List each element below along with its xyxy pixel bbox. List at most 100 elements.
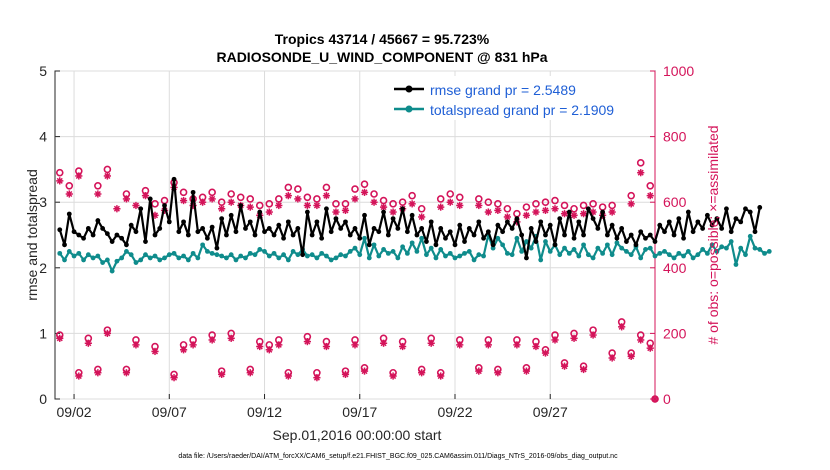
- rmse-point: [214, 245, 220, 251]
- right-axis-label: # of obs: o=possible; ×=assimilated: [705, 125, 721, 344]
- totalspread-point: [76, 250, 82, 256]
- totalspread-point: [104, 257, 110, 263]
- rmse-point: [757, 205, 763, 210]
- totalspread-point: [57, 250, 63, 256]
- rmse-point: [495, 222, 501, 228]
- totalspread-point: [504, 250, 510, 256]
- left-tick-label: 3: [39, 194, 47, 210]
- rmse-point: [462, 239, 467, 244]
- rmse-point: [281, 235, 286, 241]
- totalspread-point: [238, 253, 244, 259]
- totalspread-point: [224, 255, 229, 261]
- rmse-point: [557, 216, 563, 222]
- rmse-point: [357, 235, 363, 241]
- rmse-point: [424, 239, 429, 244]
- asterisk-stroke: [132, 341, 140, 348]
- rmse-point: [114, 232, 120, 238]
- assimilated-obs-point: [651, 395, 659, 403]
- asterisk-stroke: [180, 346, 187, 353]
- totalspread-point: [547, 249, 553, 254]
- totalspread-point: [162, 255, 167, 261]
- totalspread-point: [666, 252, 672, 258]
- possible-obs-point: [484, 198, 493, 206]
- rmse-point: [143, 239, 148, 244]
- asterisk-stroke: [637, 336, 644, 344]
- totalspread-point: [524, 239, 529, 244]
- asterisk-stroke: [228, 335, 235, 342]
- rmse-point: [585, 206, 591, 212]
- asterisk-stroke: [56, 335, 63, 342]
- possible-obs-point: [255, 201, 264, 210]
- totalspread-point: [614, 240, 620, 246]
- rmse-point: [62, 242, 67, 248]
- rmse-point: [676, 216, 682, 222]
- rmse-point: [119, 235, 125, 241]
- legend-rmse-marker: [405, 85, 413, 93]
- assimilated-obs-point: [551, 205, 559, 213]
- x-tick-label: 09/17: [342, 404, 377, 420]
- assimilated-obs-point: [484, 208, 492, 216]
- rmse-point: [285, 219, 291, 225]
- assimilated-obs-point: [303, 201, 311, 210]
- rmse-point: [609, 222, 615, 228]
- rmse-point: [300, 252, 306, 258]
- rmse-point: [681, 235, 686, 241]
- totalspread-point: [690, 255, 696, 261]
- possible-obs-point: [284, 183, 293, 192]
- totalspread-point: [585, 252, 591, 258]
- asterisk-stroke: [209, 336, 216, 344]
- assimilated-obs-point: [637, 336, 645, 344]
- asterisk-stroke: [561, 363, 568, 370]
- left-axis: 0 1 2 3 4 5: [39, 63, 60, 407]
- left-tick-label: 1: [39, 325, 47, 341]
- assimilated-obs-point: [122, 369, 131, 377]
- totalspread-point: [719, 244, 725, 250]
- totalspread-point: [428, 245, 434, 251]
- possible-obs-point: [646, 182, 655, 190]
- totalspread-point: [157, 257, 163, 263]
- totalspread-point: [757, 247, 763, 252]
- possible-obs-point: [560, 201, 569, 210]
- totalspread-point: [324, 253, 329, 259]
- assimilated-obs-point: [503, 213, 511, 221]
- assimilated-obs-point: [589, 331, 597, 339]
- totalspread-point: [538, 257, 544, 263]
- rmse-point: [695, 219, 701, 225]
- totalspread-point: [652, 253, 658, 259]
- totalspread-point: [528, 245, 534, 251]
- asterisk-stroke: [609, 208, 616, 216]
- rmse-point: [100, 226, 106, 231]
- assimilated-obs-point: [351, 341, 359, 349]
- totalspread-point: [700, 247, 706, 252]
- rmse-point: [204, 235, 210, 241]
- asterisk-stroke: [85, 340, 92, 347]
- assimilated-obs-point: [208, 195, 216, 203]
- x-tick-label: 09/27: [533, 404, 568, 420]
- totalspread-point: [66, 249, 72, 254]
- rmse-point: [366, 242, 372, 248]
- asterisk-stroke: [542, 350, 549, 357]
- rmse-point: [509, 226, 515, 231]
- rmse-point: [319, 235, 325, 241]
- left-tick-label: 5: [39, 63, 47, 79]
- asterisk-stroke: [437, 204, 444, 211]
- possible-obs-point: [541, 198, 550, 206]
- totalspread-point: [624, 249, 629, 254]
- rmse-point: [704, 212, 710, 218]
- assimilated-obs-point: [246, 203, 254, 211]
- assimilated-obs-point: [379, 339, 388, 347]
- rmse-point: [290, 232, 296, 238]
- rmse-point: [576, 219, 582, 225]
- asterisk-stroke: [485, 208, 492, 216]
- assimilated-obs-point: [437, 203, 445, 211]
- totalspread-point: [247, 250, 253, 256]
- asterisk-stroke: [228, 199, 235, 206]
- totalspread-point: [457, 253, 463, 259]
- asterisk-stroke: [532, 343, 540, 350]
- assimilated-obs-point: [322, 342, 331, 351]
- rmse-point: [600, 209, 606, 215]
- totalspread-point: [604, 242, 610, 248]
- right-tick-label: 400: [663, 260, 687, 276]
- rmse-point: [266, 226, 272, 231]
